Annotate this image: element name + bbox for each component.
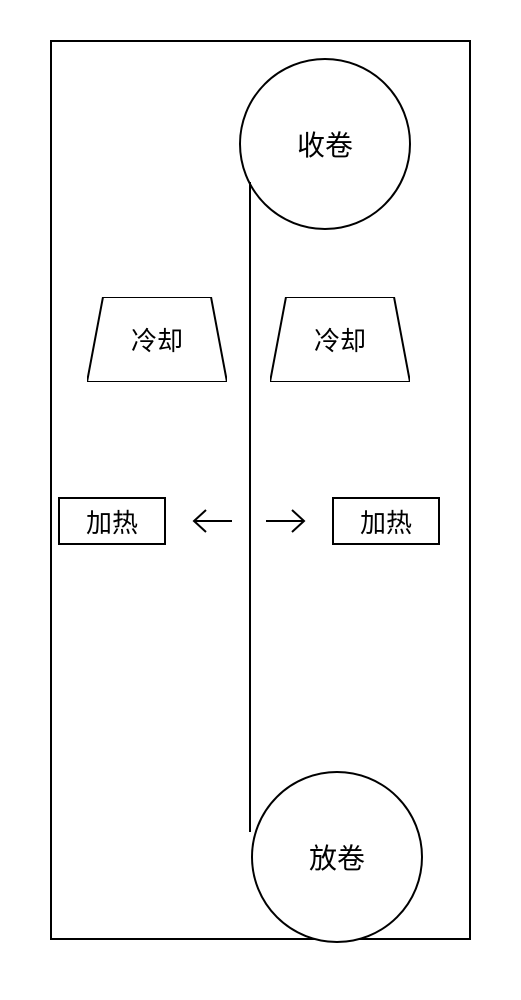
material-line <box>249 182 251 832</box>
top-roller: 收卷 <box>239 58 411 230</box>
bottom-roller-label: 放卷 <box>309 837 365 877</box>
heater-right-label: 加热 <box>360 503 412 540</box>
arrow-left <box>182 508 232 534</box>
cooler-left: 冷却 <box>87 297 227 382</box>
heater-right: 加热 <box>332 497 440 545</box>
cooler-left-label: 冷却 <box>131 321 183 358</box>
cooler-right-label: 冷却 <box>314 321 366 358</box>
heater-left: 加热 <box>58 497 166 545</box>
bottom-roller: 放卷 <box>251 771 423 943</box>
heater-left-label: 加热 <box>86 503 138 540</box>
diagram-frame: 收卷 放卷 冷却 冷却 加热 加热 <box>50 40 471 940</box>
top-roller-label: 收卷 <box>297 124 353 164</box>
cooler-right: 冷却 <box>270 297 410 382</box>
arrow-right <box>266 508 316 534</box>
